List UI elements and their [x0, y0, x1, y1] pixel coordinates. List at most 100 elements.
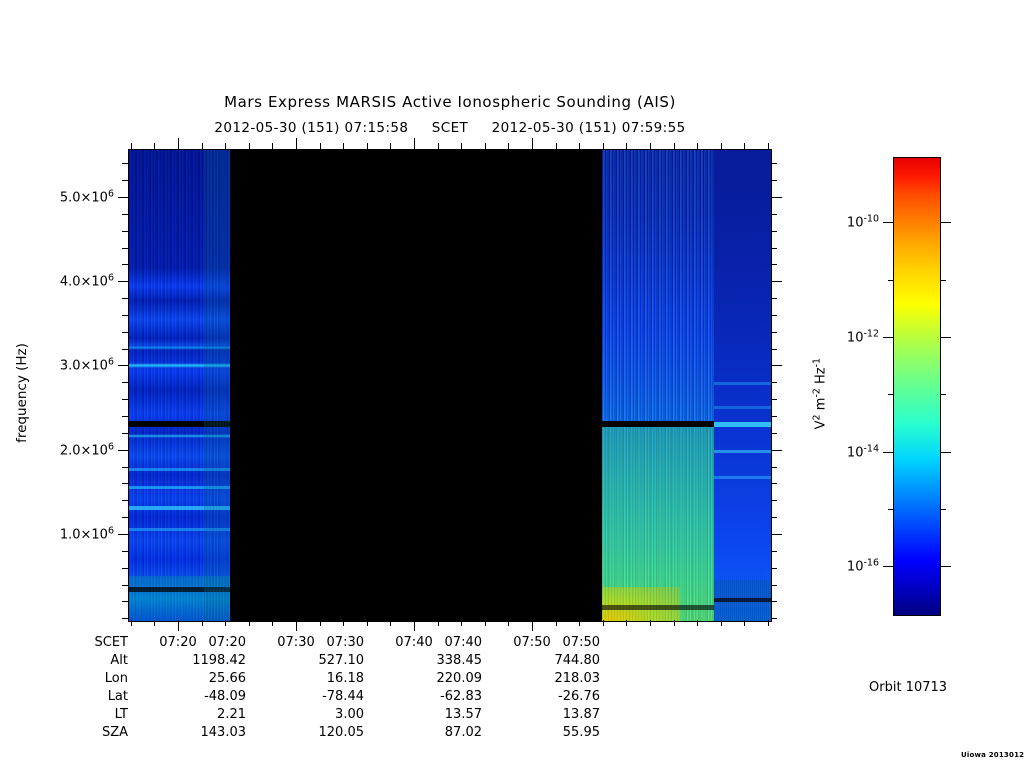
colorbar-tick — [940, 452, 951, 453]
cell-value: 744.80 — [554, 653, 601, 668]
colorbar-minor-tick — [888, 509, 894, 510]
y-major-tick — [118, 534, 129, 535]
colorbar-tick — [883, 452, 894, 453]
cell-value: 07:20 — [208, 635, 246, 650]
spacer — [246, 634, 262, 652]
y-minor-tick — [771, 568, 777, 569]
spectral-noise-texture — [602, 150, 714, 621]
x-minor-tick — [485, 620, 486, 626]
x-minor-tick — [154, 143, 155, 149]
cell-value: 143.03 — [200, 725, 247, 740]
spacer — [128, 634, 144, 652]
cell-value: 1198.42 — [192, 653, 246, 668]
low-frequency-enhancement — [129, 576, 230, 621]
x-minor-tick — [768, 620, 769, 626]
y-minor-tick — [122, 585, 128, 586]
spacer — [482, 634, 498, 652]
x-minor-tick — [626, 143, 627, 149]
y-minor-tick — [771, 416, 777, 417]
y-major-tick — [118, 365, 129, 366]
y-minor-tick — [122, 264, 128, 265]
cell-value: 220.09 — [436, 671, 483, 686]
x-minor-tick — [202, 620, 203, 626]
x-minor-tick — [508, 620, 509, 626]
y-minor-tick — [122, 231, 128, 232]
x-minor-tick — [390, 620, 391, 626]
x-major-tick — [178, 138, 179, 149]
spacer — [364, 652, 380, 670]
spacer — [246, 688, 262, 706]
x-minor-tick — [367, 143, 368, 149]
y-minor-tick — [771, 585, 777, 586]
y-major-tick — [118, 281, 129, 282]
absorption-band — [602, 421, 714, 427]
x-minor-tick — [697, 143, 698, 149]
spacer — [246, 724, 262, 742]
x-minor-tick — [438, 143, 439, 149]
quiet-subzone — [714, 150, 771, 621]
y-minor-tick — [771, 433, 777, 434]
cell-value: 527.10 — [318, 653, 365, 668]
page-subtitle: 2012-05-30 (151) 07:15:58 SCET 2012-05-3… — [214, 120, 686, 136]
x-tick-label: 07:20 — [159, 635, 197, 650]
spacer — [128, 688, 144, 706]
x-minor-tick — [202, 143, 203, 149]
cell-value: 338.45 — [436, 653, 483, 668]
table-row: Alt 1198.42 527.10 338.45 744.80 — [0, 652, 600, 670]
x-minor-tick — [508, 143, 509, 149]
colorbar-axis-label: V2 m-2 Hz-1 — [811, 357, 829, 430]
colorbar-tick-label: 10-16 — [846, 557, 879, 575]
x-minor-tick — [272, 620, 273, 626]
x-minor-tick — [131, 620, 132, 626]
x-minor-tick — [249, 143, 250, 149]
y-minor-tick — [122, 601, 128, 602]
x-minor-tick — [154, 620, 155, 626]
cell-value: -48.09 — [204, 689, 246, 704]
spectral-noise-texture — [129, 150, 230, 621]
emission-stripe — [714, 406, 771, 409]
spacer — [482, 688, 498, 706]
colorbar-tick — [940, 566, 951, 567]
cell-value: -78.44 — [322, 689, 364, 704]
y-minor-tick — [771, 483, 777, 484]
emission-stripe — [129, 528, 230, 531]
x-minor-tick — [367, 620, 368, 626]
y-minor-tick — [122, 298, 128, 299]
x-major-tick — [414, 620, 415, 631]
y-major-tick — [118, 197, 129, 198]
y-major-tick — [118, 450, 129, 451]
colorbar-tick-label: 10-14 — [846, 443, 879, 461]
y-tick-label: 4.0×106 — [59, 272, 114, 290]
x-major-tick — [414, 138, 415, 149]
x-minor-tick — [461, 143, 462, 149]
y-minor-tick — [771, 180, 777, 181]
table-row: SZA 143.03 120.05 87.02 55.95 — [0, 724, 600, 742]
x-minor-tick — [485, 143, 486, 149]
colorbar-tick-label: 10-12 — [846, 328, 879, 346]
x-tick-label: 07:50 — [513, 635, 551, 650]
absorption-band — [129, 421, 230, 427]
spacer — [482, 670, 498, 688]
x-minor-tick — [674, 620, 675, 626]
spacer — [128, 670, 144, 688]
y-major-tick — [771, 197, 782, 198]
y-major-tick — [771, 365, 782, 366]
y-major-tick — [771, 534, 782, 535]
cell-value: 87.02 — [444, 725, 482, 740]
x-minor-tick — [249, 620, 250, 626]
spacer — [246, 706, 262, 724]
x-major-tick — [296, 138, 297, 149]
row-label: Lat — [107, 689, 128, 704]
parameter-table: SCET 07:20 07:30 07:40 07:50 Alt 1198.42… — [0, 634, 600, 742]
y-tick-label: 2.0×106 — [59, 441, 114, 459]
cell-value: 13.57 — [444, 707, 482, 722]
x-minor-tick — [343, 620, 344, 626]
y-minor-tick — [122, 483, 128, 484]
spacer — [364, 724, 380, 742]
absorption-band — [714, 598, 771, 602]
emission-stripe — [714, 476, 771, 479]
cell-value: 07:40 — [444, 635, 482, 650]
x-minor-tick — [343, 143, 344, 149]
x-minor-tick — [461, 620, 462, 626]
peak-emission — [602, 587, 680, 621]
